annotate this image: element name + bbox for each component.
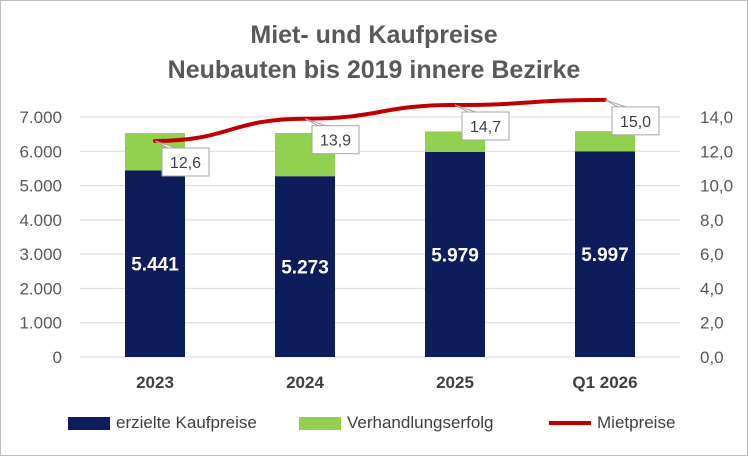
y-right-tick-label: 12,0 [700, 142, 733, 161]
y-left-tick-label: 3.000 [19, 245, 62, 264]
bar-value-label: 5.997 [581, 245, 629, 266]
line-value-label: 15,0 [620, 114, 651, 131]
y-right-tick-label: 2,0 [700, 314, 724, 333]
legend-label-verhandlungserfolg: Verhandlungserfolg [347, 413, 494, 432]
chart-legend: erzielte Kaufpreise Verhandlungserfolg M… [0, 412, 748, 434]
bar-value-label: 5.273 [281, 258, 329, 279]
chart-title: Miet- und Kaufpreise Neubauten bis 2019 … [0, 18, 748, 88]
legend-item-kaufpreise: erzielte Kaufpreise [68, 412, 257, 434]
bar-verhandlungserfolg [575, 131, 635, 152]
bar-value-label: 5.979 [431, 246, 479, 267]
callout-box [311, 125, 360, 155]
y-left-tick-label: 6.000 [19, 142, 62, 161]
bar-erzielte-kaufpreise [575, 151, 635, 357]
y-left-tick-label: 5.000 [19, 177, 62, 196]
callout-box [461, 111, 510, 141]
legend-swatch-kaufpreise [68, 416, 110, 430]
y-right-tick-label: 6,0 [700, 245, 724, 264]
y-left-tick-label: 7.000 [19, 108, 62, 127]
line-value-label: 13,9 [320, 133, 351, 150]
y-right-tick-label: 8,0 [700, 211, 724, 230]
y-left-tick-label: 2.000 [19, 279, 62, 298]
x-category-label: 2023 [136, 373, 174, 392]
legend-label-kaufpreise: erzielte Kaufpreise [116, 413, 257, 432]
y-left-tick-label: 4.000 [19, 211, 62, 230]
legend-item-verhandlungserfolg: Verhandlungserfolg [299, 412, 494, 434]
x-category-label: 2025 [436, 373, 474, 392]
legend-swatch-verhandlungserfolg [299, 416, 341, 430]
y-right-tick-label: 4,0 [700, 279, 724, 298]
y-left-tick-label: 0 [53, 348, 62, 367]
chart-title-line-2: Neubauten bis 2019 innere Bezirke [167, 56, 581, 84]
bar-erzielte-kaufpreise [275, 176, 335, 357]
y-right-tick-label: 0,0 [700, 348, 724, 367]
bar-erzielte-kaufpreise [125, 170, 185, 357]
line-value-label: 14,7 [470, 119, 501, 136]
bar-erzielte-kaufpreise [425, 152, 485, 357]
legend-swatch-mietpreise [549, 421, 591, 425]
y-left-tick-label: 1.000 [19, 314, 62, 333]
line-mietpreise [153, 97, 607, 143]
x-category-label: 2024 [286, 373, 324, 392]
callout-pointer [604, 99, 627, 108]
y-right-tick-label: 14,0 [700, 108, 733, 127]
bar-value-label: 5.441 [131, 255, 179, 276]
legend-item-mietpreise: Mietpreise [549, 412, 675, 434]
legend-label-mietpreise: Mietpreise [597, 413, 676, 432]
x-category-label: Q1 2026 [572, 373, 637, 392]
y-right-tick-label: 10,0 [700, 177, 733, 196]
callout-box [611, 106, 660, 136]
line-value-label: 12,6 [170, 155, 201, 172]
callout-box [161, 147, 210, 177]
chart-title-line-1: Miet- und Kaufpreise [250, 21, 498, 49]
